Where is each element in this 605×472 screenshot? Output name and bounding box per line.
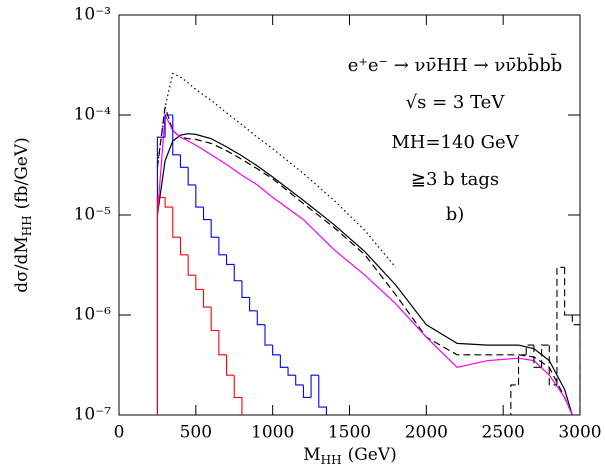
y-axis-label: dσ/dMHH (fb/GeV) (12, 137, 34, 293)
histogram-bin (556, 266, 565, 385)
histogram-bin (195, 275, 204, 291)
x-tick-label: 500 (180, 423, 212, 443)
curve (156, 106, 573, 415)
histogram-bin (210, 307, 219, 332)
x-label-main: M (303, 445, 320, 465)
histogram-bin (256, 310, 265, 326)
y-tick-label: 10⁻⁴ (74, 105, 112, 125)
x-tick-label: 3000 (558, 423, 601, 443)
histogram-bin (287, 367, 296, 376)
histogram-bin (279, 354, 289, 368)
x-tick-label: 2000 (405, 423, 448, 443)
histogram-bin (571, 315, 580, 415)
histogram-bin (164, 114, 173, 138)
histogram-bin (318, 375, 327, 415)
histogram-bin (218, 237, 227, 256)
x-label-unit: (GeV) (348, 445, 397, 465)
histogram-bin (533, 345, 542, 368)
histogram-bin (156, 196, 166, 415)
y-tick-label: 10⁻⁶ (74, 305, 112, 325)
y-tick-label: 10⁻⁷ (74, 405, 112, 425)
histogram-bin (226, 254, 235, 266)
histogram-bin (295, 375, 304, 386)
histogram-bin (226, 354, 235, 376)
histogram-bin (548, 345, 557, 386)
x-label-sub: HH (321, 453, 342, 467)
histogram-bin (541, 344, 550, 368)
histogram-bin (249, 297, 258, 312)
histogram-bin (302, 384, 312, 398)
x-axis-label: MHH (GeV) (303, 445, 397, 467)
histogram-bin (187, 167, 196, 186)
histogram-bin (564, 267, 573, 316)
histogram-bin (264, 324, 273, 346)
histogram-bin (210, 219, 219, 238)
histogram-bin (233, 264, 242, 282)
histogram-bin (525, 344, 534, 355)
histogram-bin (517, 354, 527, 385)
annotation: √s = 3 TeV (406, 92, 506, 113)
annotation: e⁺e⁻ → νν̄HH → νν̄bb̄bb̄ (348, 52, 563, 76)
annotation: ≧3 b tags (411, 169, 499, 190)
y-label-main: dσ/dM (12, 236, 32, 293)
histogram-bin (187, 254, 196, 276)
plot-area (156, 72, 580, 415)
y-label-sub: HH (20, 215, 34, 236)
y-tick-label: 10⁻³ (74, 5, 111, 25)
annotation: MH=140 GeV (391, 132, 519, 153)
y-label-unit: (fb/GeV) (12, 137, 32, 209)
curve (156, 133, 573, 415)
histogram-bin (202, 289, 212, 308)
histogram-bin (272, 345, 281, 356)
curve (156, 72, 397, 268)
histogram-bin (510, 384, 519, 415)
x-tick-label: 1000 (251, 423, 294, 443)
histogram-bin (233, 375, 243, 415)
histogram-bin (172, 115, 181, 156)
curve (156, 112, 573, 415)
histogram-bin (179, 154, 189, 168)
x-tick-label: 1500 (328, 423, 371, 443)
annotation: b) (446, 204, 465, 225)
histogram-bin (164, 197, 173, 208)
histogram-bin (195, 184, 204, 208)
histogram-bin (202, 207, 212, 221)
x-tick-label: 2500 (482, 423, 525, 443)
y-tick-label: 10⁻⁵ (74, 205, 112, 225)
histogram-bin (172, 207, 181, 238)
histogram-bin (310, 374, 319, 398)
histogram-bin (156, 136, 166, 415)
histogram-bin (241, 280, 250, 298)
histogram-bin (179, 237, 189, 256)
x-tick-label: 0 (114, 423, 125, 443)
histogram-bin (218, 330, 227, 356)
